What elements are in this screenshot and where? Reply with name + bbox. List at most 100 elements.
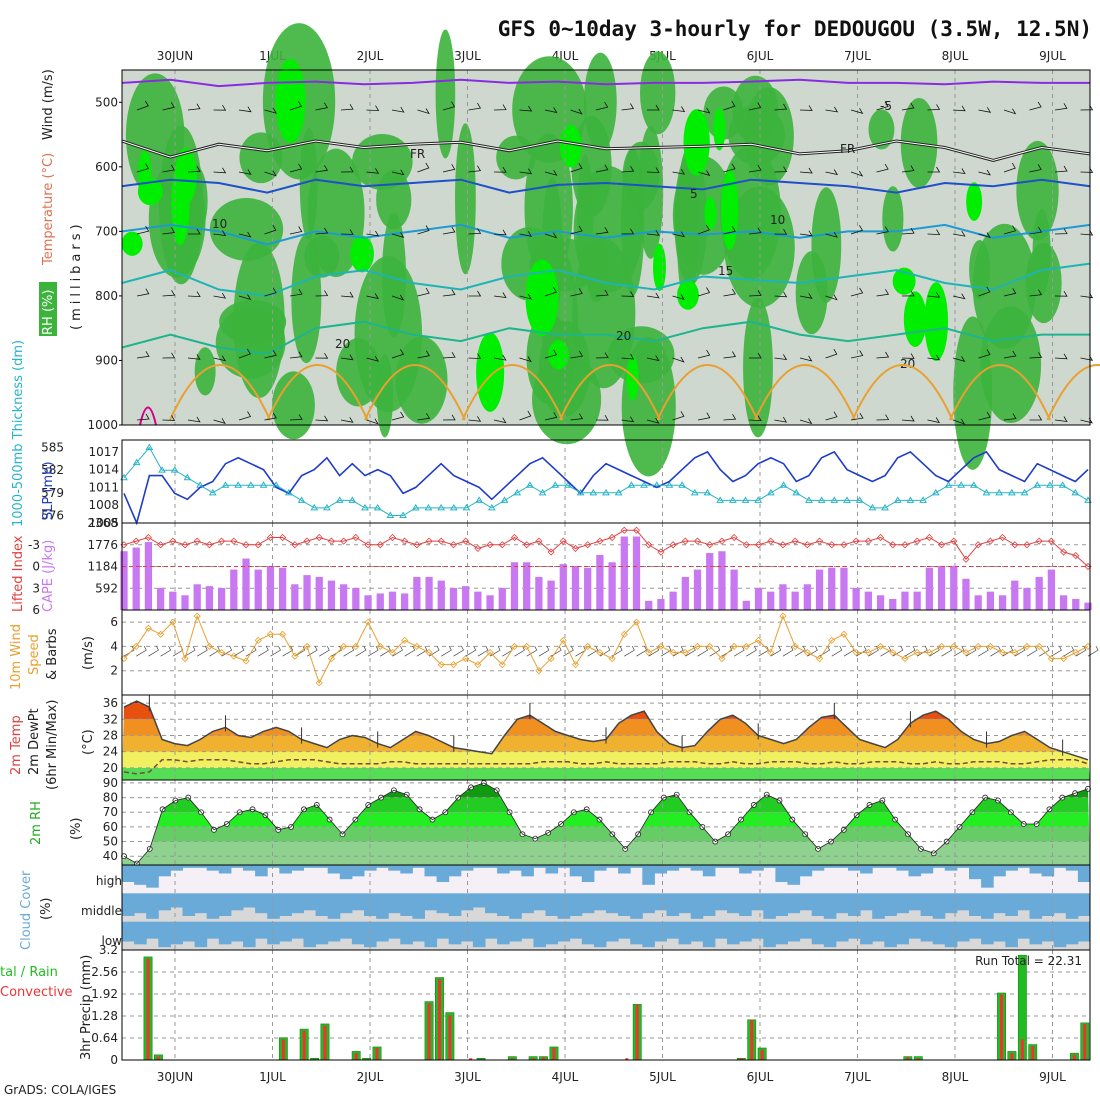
precip-convective-bar [635, 1005, 639, 1060]
thickness-marker [564, 481, 572, 488]
wind-barb [136, 413, 150, 421]
cape-bar [1047, 569, 1056, 610]
wind-barb [1003, 350, 1017, 359]
cape-bar [571, 565, 580, 610]
wind-barb [264, 287, 277, 297]
li-marker [999, 533, 1007, 542]
p2-thk-label: 1000-500mb Thickness (dm) [11, 340, 26, 527]
cloud-cell [920, 921, 934, 942]
cloud-cell [545, 865, 559, 874]
cape-bar [779, 584, 787, 610]
cloud-cell [569, 921, 583, 939]
cloud-cell [206, 921, 220, 939]
cloud-cell [497, 865, 510, 874]
surface-wind-barb [148, 645, 159, 657]
wind-marker [462, 655, 470, 663]
wind-barb [595, 164, 609, 173]
li-marker [950, 537, 958, 545]
surface-temp-contour [461, 364, 564, 421]
li-line [123, 529, 1089, 567]
wind-barb [213, 355, 227, 362]
cloud-cell [727, 921, 740, 945]
cape-bar [632, 536, 641, 610]
precip-tick-label: 1.28 [91, 1009, 118, 1023]
cloud-cell [400, 865, 413, 874]
wind-barb [748, 164, 762, 173]
wind-marker [205, 642, 213, 650]
wind-barb [748, 227, 762, 235]
chart-title: GFS 0~10day 3-hourly for DEDOUGOU (3.5W,… [498, 17, 1092, 41]
rh-area [496, 135, 536, 180]
surface-wind-barb [721, 645, 733, 657]
cloud-cell [267, 893, 280, 919]
wind-barb [468, 102, 482, 111]
cape-bar [608, 562, 616, 610]
cape-bar [620, 536, 628, 610]
cloud-cell [291, 893, 304, 914]
wind-barb [1029, 352, 1043, 359]
surface-wind-barb [782, 645, 794, 657]
cloud-cell [1041, 893, 1055, 916]
surface-wind-barb [197, 645, 208, 657]
thickness-marker [246, 481, 255, 488]
cloud-cell [920, 893, 934, 916]
precip-convective-bar [999, 994, 1004, 1060]
cape-bar [279, 567, 287, 610]
p3-li-label: Lifted Index [11, 535, 26, 612]
contour-label: 20 [335, 337, 350, 351]
wind-barb [136, 100, 149, 111]
cloud-cell [993, 921, 1006, 942]
wind-barb [774, 354, 788, 360]
bottom-date-label: 4JUL [552, 1070, 579, 1084]
wind-marker [876, 642, 885, 650]
wind-barb [901, 165, 915, 173]
li-marker [437, 537, 445, 545]
cloud-cell [654, 865, 667, 874]
surface-wind-barb [990, 645, 1001, 657]
wind-barb [162, 415, 176, 421]
wind-barb [646, 292, 660, 299]
cape-bar [205, 586, 214, 610]
cloud-cell [303, 893, 317, 911]
li-marker [486, 541, 494, 549]
cape-bar [437, 580, 445, 610]
rh-high-area [559, 124, 582, 168]
rh-area [435, 29, 456, 159]
wind-barb [723, 163, 736, 173]
rh-area [1016, 140, 1059, 241]
wind-barb [1029, 164, 1042, 173]
wind-barb [162, 289, 176, 297]
cloud-cell [593, 865, 607, 871]
cape-bar [669, 591, 677, 610]
cloud-cell [1017, 865, 1030, 868]
cloud-cell [303, 921, 317, 948]
cape-bar [193, 584, 201, 610]
precip-convective-bar [1083, 1023, 1087, 1060]
cape-tick-label: 592 [95, 581, 118, 595]
wind-barb [162, 227, 176, 235]
wind-barb [799, 167, 813, 174]
cloud-cell [243, 921, 256, 948]
y-tick-label: 800 [95, 289, 118, 303]
wind-barb [850, 108, 864, 114]
wind-barb [544, 107, 558, 114]
wind-barb [340, 354, 354, 361]
wind-barb [238, 348, 251, 359]
cloud-cell [751, 893, 764, 911]
precip-convective-bar [531, 1058, 535, 1060]
surface-wind-barb [1087, 645, 1099, 657]
wind-barb [570, 163, 583, 173]
wind-barb [901, 353, 915, 359]
y-tick-label: 32 [103, 712, 118, 726]
surface-wind-barb [965, 645, 977, 657]
cape-bar [181, 595, 189, 610]
cloud-cell [666, 921, 680, 939]
surface-wind-barb [1026, 645, 1038, 657]
wind-barb [672, 356, 685, 363]
cloud-cell [981, 865, 994, 888]
surface-wind-barb [343, 645, 355, 657]
wind-barb [442, 226, 456, 235]
cloud-cell [1005, 893, 1018, 916]
wind-marker [523, 642, 531, 650]
wind-barb [595, 289, 609, 297]
